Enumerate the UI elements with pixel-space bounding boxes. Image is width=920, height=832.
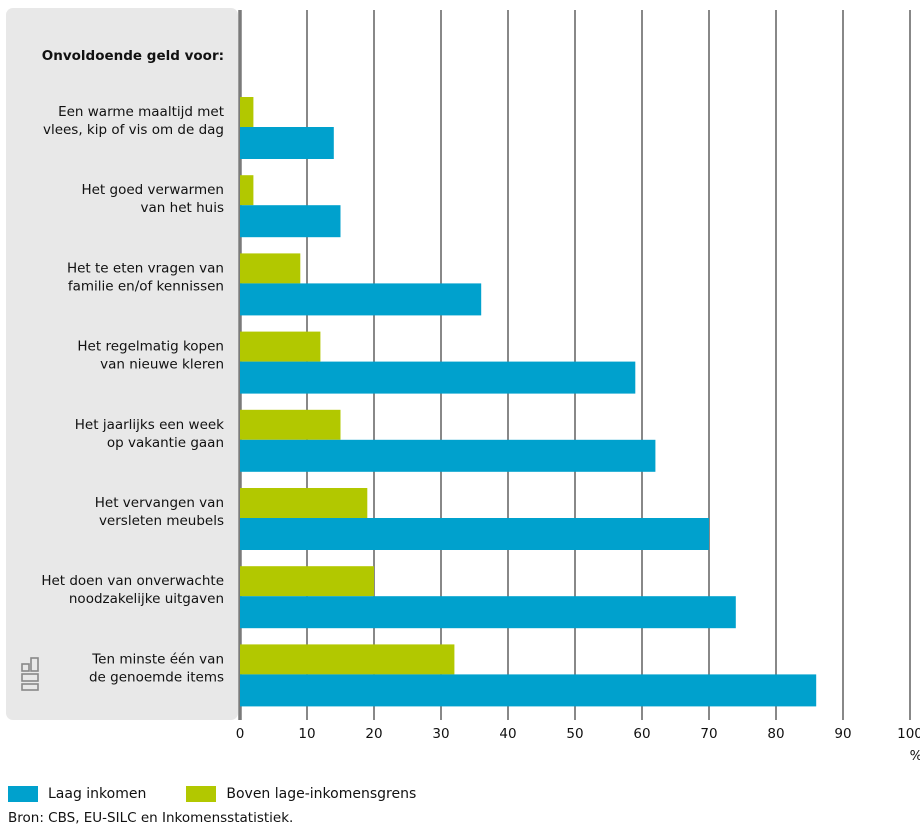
category-label-3-line-1: Het te eten vragen van: [67, 260, 224, 276]
category-labels: Onvoldoende geld voor: Een warme maaltijd…: [41, 48, 224, 685]
category-label-2-line-2: van het huis: [141, 200, 224, 216]
legend-swatch-low-income: [8, 786, 38, 802]
category-label-6-line-1: Het vervangen van: [95, 495, 224, 511]
bar-above-threshold-6: [240, 488, 368, 518]
category-label-5-line-2: op vakantie gaan: [107, 435, 224, 451]
x-tick-label-20: 20: [365, 726, 382, 742]
bar-low-income-3: [240, 283, 482, 316]
x-tick-label-40: 40: [499, 726, 516, 742]
bar-above-threshold-5: [240, 409, 341, 440]
bar-low-income-5: [240, 439, 656, 472]
bar-low-income-4: [240, 361, 636, 394]
category-label-1-line-2: vlees, kip of vis om de dag: [43, 122, 224, 138]
category-label-7-line-1: Het doen van onverwachte: [41, 573, 224, 589]
bar-low-income-8: [240, 674, 817, 707]
bar-above-threshold-2: [240, 175, 254, 206]
bar-above-threshold-1: [240, 97, 254, 127]
category-label-4-line-2: van nieuwe kleren: [100, 357, 224, 373]
category-label-8-line-2: de genoemde items: [89, 669, 224, 685]
bar-low-income-6: [240, 518, 709, 550]
legend-label-above-threshold: Boven lage-inkomensgrens: [226, 786, 417, 802]
x-tick-label-10: 10: [298, 726, 315, 742]
category-label-8-line-1: Ten minste één van: [91, 651, 224, 667]
legend-item-above-threshold: Boven lage-inkomensgrens: [186, 786, 416, 802]
legend-label-low-income: Laag inkomen: [48, 786, 147, 802]
bars: [240, 97, 817, 707]
category-label-5-line-1: Het jaarlijks een week: [75, 417, 224, 433]
bar-chart: Onvoldoende geld voor: Een warme maaltijd…: [6, 8, 920, 764]
bar-low-income-7: [240, 596, 736, 629]
bar-above-threshold-3: [240, 253, 301, 284]
category-label-7-line-2: noodzakelijke uitgaven: [69, 591, 224, 607]
bar-low-income-2: [240, 205, 341, 238]
x-tick-label-50: 50: [566, 726, 583, 742]
category-label-2-line-1: Het goed verwarmen: [81, 182, 224, 198]
x-tick-label-80: 80: [767, 726, 784, 742]
x-tick-label-60: 60: [633, 726, 650, 742]
cbs-logo-icon: [21, 657, 39, 691]
category-label-4-line-1: Het regelmatig kopen: [77, 339, 224, 355]
bar-above-threshold-7: [240, 566, 374, 597]
x-axis-ticks: 0 10 20 30 40 50 60 70 80 90 100%: [236, 726, 920, 764]
legend: Laag inkomen Boven lage-inkomensgrens: [8, 786, 456, 802]
category-label-6-line-2: versleten meubels: [99, 513, 224, 529]
legend-item-low-income: Laag inkomen: [8, 786, 146, 802]
bar-low-income-1: [240, 127, 334, 159]
x-tick-label-0: 0: [236, 726, 245, 742]
category-label-3-line-2: familie en/of kennissen: [68, 278, 224, 294]
x-tick-label-70: 70: [700, 726, 717, 742]
category-label-1-line-1: Een warme maaltijd met: [58, 104, 224, 120]
x-axis-unit: %: [910, 748, 920, 764]
source-note: Bron: CBS, EU-SILC en Inkomensstatistiek…: [8, 810, 294, 826]
category-label-panel: [6, 8, 238, 720]
x-tick-label-30: 30: [432, 726, 449, 742]
x-tick-label-90: 90: [834, 726, 851, 742]
x-tick-label-100: 100: [897, 726, 920, 742]
chart-title: Onvoldoende geld voor:: [42, 48, 224, 64]
legend-swatch-above-threshold: [186, 786, 217, 802]
bar-above-threshold-4: [240, 331, 321, 362]
bar-above-threshold-8: [240, 644, 455, 675]
